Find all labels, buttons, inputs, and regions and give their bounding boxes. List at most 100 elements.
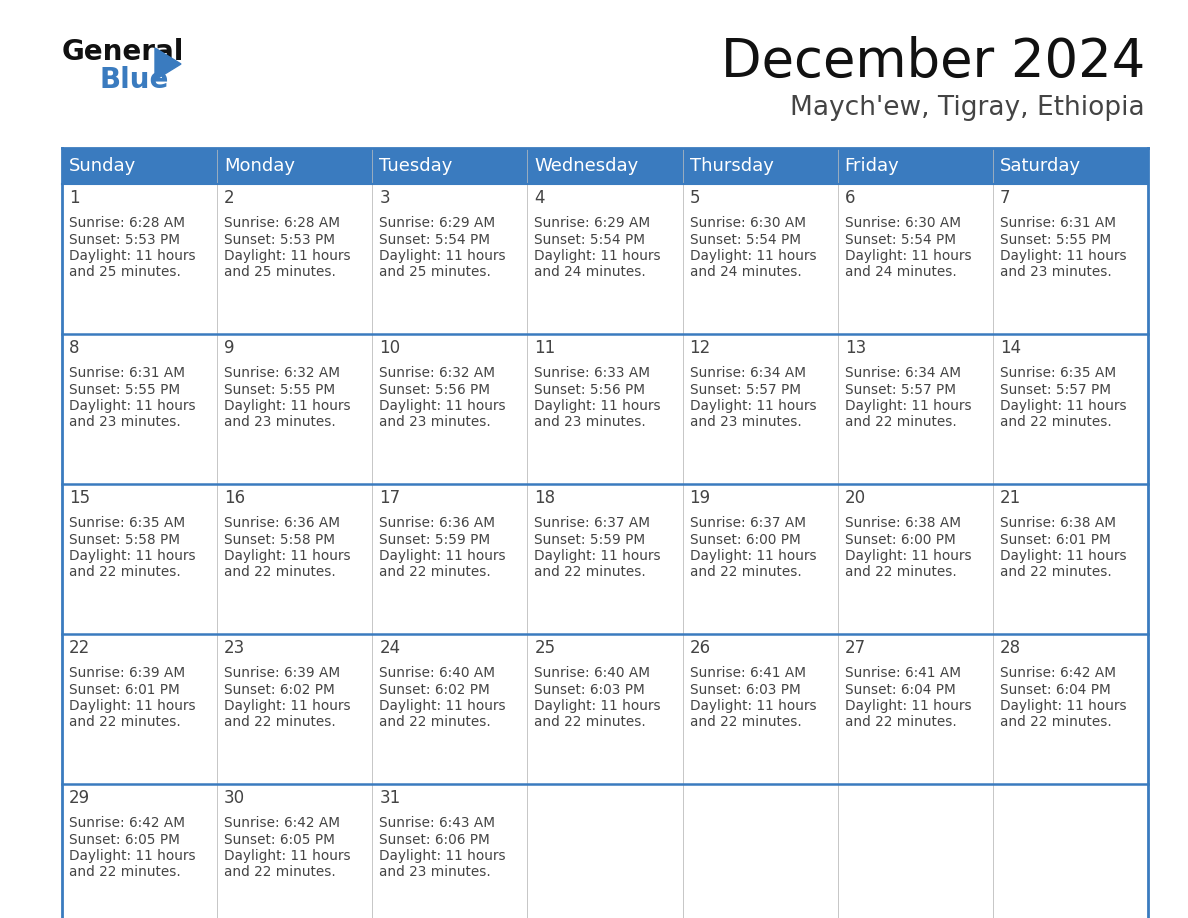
Text: Sunrise: 6:31 AM: Sunrise: 6:31 AM [69, 366, 185, 380]
Text: Sunset: 5:57 PM: Sunset: 5:57 PM [845, 383, 955, 397]
Text: Sunrise: 6:32 AM: Sunrise: 6:32 AM [225, 366, 340, 380]
Text: Monday: Monday [225, 157, 295, 175]
Text: 24: 24 [379, 639, 400, 657]
Text: Sunrise: 6:35 AM: Sunrise: 6:35 AM [69, 516, 185, 530]
Bar [62, 148, 217, 184]
Text: Daylight: 11 hours: Daylight: 11 hours [689, 399, 816, 413]
Text: Daylight: 11 hours: Daylight: 11 hours [225, 249, 350, 263]
Bar [217, 184, 372, 334]
Text: Sunset: 6:03 PM: Sunset: 6:03 PM [689, 682, 801, 697]
Text: and 22 minutes.: and 22 minutes. [689, 565, 802, 579]
Bar [993, 634, 1148, 784]
Text: and 22 minutes.: and 22 minutes. [225, 866, 336, 879]
Text: Tuesday: Tuesday [379, 157, 453, 175]
Text: Saturday: Saturday [1000, 157, 1081, 175]
Text: Daylight: 11 hours: Daylight: 11 hours [225, 699, 350, 713]
Text: Daylight: 11 hours: Daylight: 11 hours [845, 249, 972, 263]
Text: 29: 29 [69, 789, 90, 807]
Text: and 23 minutes.: and 23 minutes. [1000, 265, 1112, 279]
Text: Sunset: 6:00 PM: Sunset: 6:00 PM [689, 532, 801, 546]
Text: Sunrise: 6:29 AM: Sunrise: 6:29 AM [535, 216, 651, 230]
Text: Sunrise: 6:41 AM: Sunrise: 6:41 AM [845, 666, 961, 680]
Bar [838, 634, 993, 784]
Text: 5: 5 [689, 189, 700, 207]
Text: and 23 minutes.: and 23 minutes. [535, 416, 646, 430]
Text: Sunday: Sunday [69, 157, 137, 175]
Text: Daylight: 11 hours: Daylight: 11 hours [1000, 699, 1126, 713]
Text: Daylight: 11 hours: Daylight: 11 hours [535, 399, 661, 413]
Text: Sunrise: 6:38 AM: Sunrise: 6:38 AM [845, 516, 961, 530]
Bar [993, 334, 1148, 484]
Text: 17: 17 [379, 489, 400, 507]
Text: 6: 6 [845, 189, 855, 207]
Text: and 24 minutes.: and 24 minutes. [689, 265, 802, 279]
Text: Sunset: 5:56 PM: Sunset: 5:56 PM [379, 383, 491, 397]
Text: Sunset: 5:58 PM: Sunset: 5:58 PM [69, 532, 181, 546]
Bar [527, 148, 683, 184]
Text: and 22 minutes.: and 22 minutes. [379, 715, 491, 730]
Bar [372, 184, 527, 334]
Text: and 23 minutes.: and 23 minutes. [689, 416, 802, 430]
Bar [683, 148, 838, 184]
Text: and 25 minutes.: and 25 minutes. [225, 265, 336, 279]
Text: Sunrise: 6:36 AM: Sunrise: 6:36 AM [379, 516, 495, 530]
Text: Sunrise: 6:41 AM: Sunrise: 6:41 AM [689, 666, 805, 680]
Text: 13: 13 [845, 339, 866, 357]
Text: 2: 2 [225, 189, 235, 207]
Bar [683, 784, 838, 918]
Text: Sunset: 5:57 PM: Sunset: 5:57 PM [689, 383, 801, 397]
Text: Daylight: 11 hours: Daylight: 11 hours [689, 699, 816, 713]
Text: Daylight: 11 hours: Daylight: 11 hours [69, 849, 196, 863]
Text: Sunrise: 6:39 AM: Sunrise: 6:39 AM [225, 666, 340, 680]
Bar [62, 634, 217, 784]
Text: Sunrise: 6:29 AM: Sunrise: 6:29 AM [379, 216, 495, 230]
Text: and 22 minutes.: and 22 minutes. [1000, 565, 1112, 579]
Text: Sunset: 6:06 PM: Sunset: 6:06 PM [379, 833, 489, 846]
Bar [372, 784, 527, 918]
Text: Sunrise: 6:40 AM: Sunrise: 6:40 AM [535, 666, 650, 680]
Text: Daylight: 11 hours: Daylight: 11 hours [225, 399, 350, 413]
Text: Sunset: 6:05 PM: Sunset: 6:05 PM [69, 833, 179, 846]
Bar [683, 634, 838, 784]
Text: and 23 minutes.: and 23 minutes. [225, 416, 336, 430]
Text: Sunrise: 6:28 AM: Sunrise: 6:28 AM [225, 216, 340, 230]
Text: 30: 30 [225, 789, 245, 807]
Text: Sunset: 5:54 PM: Sunset: 5:54 PM [535, 232, 645, 247]
Bar [683, 484, 838, 634]
Bar [527, 784, 683, 918]
Text: 20: 20 [845, 489, 866, 507]
Bar [683, 184, 838, 334]
Text: and 24 minutes.: and 24 minutes. [845, 265, 956, 279]
Text: 14: 14 [1000, 339, 1020, 357]
Bar [217, 784, 372, 918]
Text: Daylight: 11 hours: Daylight: 11 hours [69, 699, 196, 713]
Bar [372, 334, 527, 484]
Text: Sunset: 5:59 PM: Sunset: 5:59 PM [535, 532, 645, 546]
Text: 16: 16 [225, 489, 245, 507]
Text: Daylight: 11 hours: Daylight: 11 hours [845, 549, 972, 563]
Text: Sunrise: 6:34 AM: Sunrise: 6:34 AM [845, 366, 961, 380]
Text: and 22 minutes.: and 22 minutes. [535, 565, 646, 579]
Text: Daylight: 11 hours: Daylight: 11 hours [845, 699, 972, 713]
Text: Sunset: 6:05 PM: Sunset: 6:05 PM [225, 833, 335, 846]
Text: Sunset: 5:55 PM: Sunset: 5:55 PM [1000, 232, 1111, 247]
Text: Daylight: 11 hours: Daylight: 11 hours [1000, 399, 1126, 413]
Text: Sunrise: 6:30 AM: Sunrise: 6:30 AM [845, 216, 961, 230]
Text: Sunset: 6:00 PM: Sunset: 6:00 PM [845, 532, 955, 546]
Text: 18: 18 [535, 489, 556, 507]
Text: 19: 19 [689, 489, 710, 507]
Text: Sunset: 6:03 PM: Sunset: 6:03 PM [535, 682, 645, 697]
Text: and 23 minutes.: and 23 minutes. [69, 416, 181, 430]
Text: and 22 minutes.: and 22 minutes. [69, 565, 181, 579]
Text: 3: 3 [379, 189, 390, 207]
Text: and 22 minutes.: and 22 minutes. [225, 715, 336, 730]
Bar [62, 334, 217, 484]
Text: Sunset: 6:02 PM: Sunset: 6:02 PM [225, 682, 335, 697]
Text: Daylight: 11 hours: Daylight: 11 hours [689, 249, 816, 263]
Text: Daylight: 11 hours: Daylight: 11 hours [845, 399, 972, 413]
Text: Sunset: 5:58 PM: Sunset: 5:58 PM [225, 532, 335, 546]
Text: and 22 minutes.: and 22 minutes. [379, 565, 491, 579]
Text: Sunset: 5:53 PM: Sunset: 5:53 PM [225, 232, 335, 247]
Text: Friday: Friday [845, 157, 899, 175]
Text: and 22 minutes.: and 22 minutes. [1000, 416, 1112, 430]
